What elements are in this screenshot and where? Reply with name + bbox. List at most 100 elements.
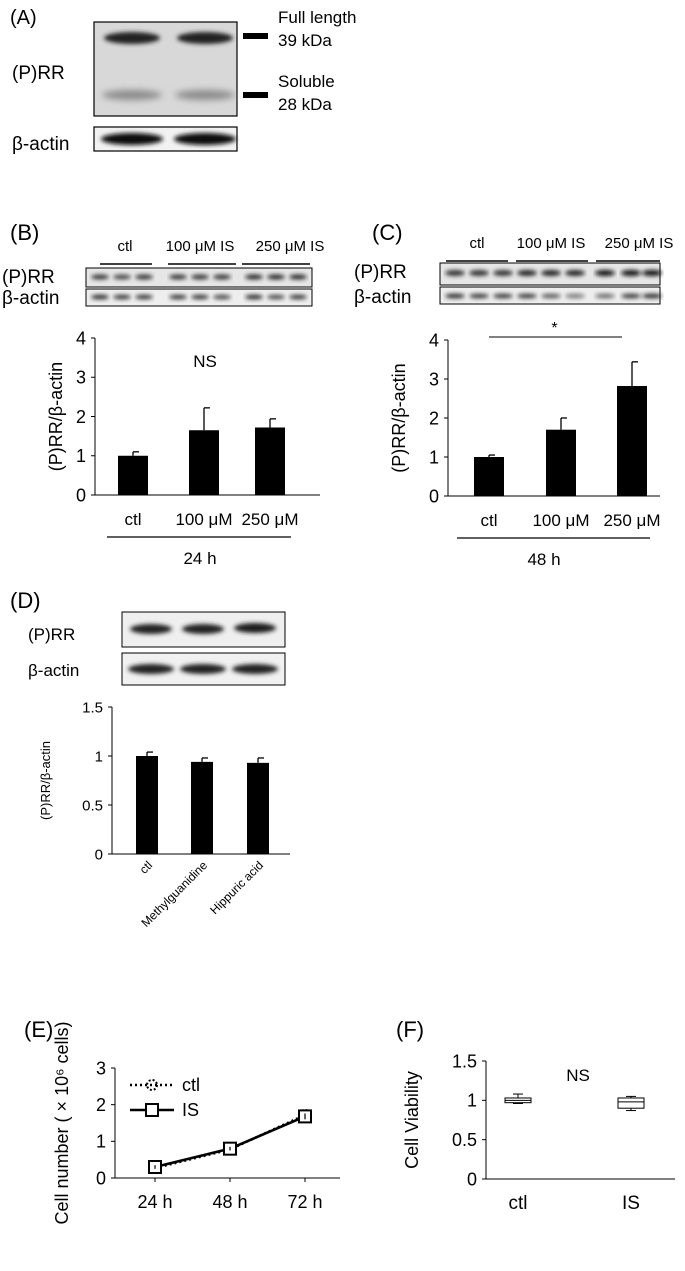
C-ytick-label: 4 bbox=[429, 330, 439, 350]
E-xtick-label: 24 h bbox=[137, 1192, 172, 1212]
F-category-label: ctl bbox=[509, 1193, 528, 1214]
D-ytick-label: 1.5 bbox=[82, 699, 103, 716]
blot-band bbox=[565, 293, 585, 299]
panel-c-letter: (C) bbox=[372, 220, 403, 245]
E-ytick-label: 3 bbox=[96, 1058, 106, 1078]
B-category-label: 100 μM bbox=[175, 510, 232, 529]
blot-band bbox=[541, 293, 561, 299]
marker-soluble bbox=[243, 92, 268, 98]
C-ytick-label: 1 bbox=[429, 447, 439, 467]
D-ytick-label: 0.5 bbox=[82, 797, 103, 814]
panel-b-actin-label: β-actin bbox=[2, 288, 59, 309]
panel-b-group-100: 100 μM IS bbox=[166, 238, 235, 255]
blot-band bbox=[621, 270, 641, 276]
E-legend-ctl-marker bbox=[146, 1079, 158, 1091]
blot-band bbox=[621, 293, 641, 299]
C-bar bbox=[617, 386, 647, 496]
blot-band bbox=[595, 270, 615, 276]
blot-band bbox=[445, 293, 465, 299]
B-category-label: 250 μM bbox=[241, 510, 298, 529]
B-ytick-label: 3 bbox=[76, 368, 86, 388]
B-category-label: ctl bbox=[125, 510, 142, 529]
marker-soluble-line1: Soluble bbox=[278, 72, 335, 91]
panel-c-group-250: 250 μM IS bbox=[605, 235, 674, 252]
blot-band bbox=[469, 293, 489, 299]
panel-b-group-250: 250 μM IS bbox=[256, 238, 325, 255]
chart-e: 0 1 2 3 Cell number ( × 10⁶ cells) 24 h 48 h 72… bbox=[52, 1022, 340, 1224]
blot-band bbox=[289, 294, 307, 300]
blot-band bbox=[565, 270, 585, 276]
marker-full-length bbox=[243, 33, 268, 39]
chart-b: 0 1 2 3 4 (P)RR/β-actin ctl 100 μM 250 μM bbox=[46, 328, 320, 529]
panel-b-prr-label: (P)RR bbox=[2, 267, 55, 288]
F-category-label: IS bbox=[622, 1193, 640, 1214]
C-bar bbox=[546, 429, 576, 496]
F-ytick-label: 0 bbox=[467, 1169, 477, 1189]
blot-band bbox=[135, 274, 153, 280]
blot-band bbox=[469, 270, 489, 276]
marker-full-line2: 39 kDa bbox=[278, 31, 332, 50]
blot-band bbox=[191, 274, 209, 280]
E-ytick-label: 1 bbox=[96, 1132, 106, 1152]
C-ytick-label: 2 bbox=[429, 408, 439, 428]
blot-band bbox=[113, 274, 131, 280]
blot-band bbox=[642, 270, 662, 276]
panel-d-prr-label: (P)RR bbox=[28, 625, 75, 644]
blot-band bbox=[595, 293, 615, 299]
panel-a-letter: (A) bbox=[10, 7, 37, 29]
blot-band bbox=[289, 274, 307, 280]
panel-b-group-ctl: ctl bbox=[118, 238, 133, 255]
blot-band bbox=[517, 270, 537, 276]
D-ytick-label: 0 bbox=[95, 846, 103, 863]
B-ytick-label: 1 bbox=[76, 446, 86, 466]
panel-d-actin-label: β-actin bbox=[28, 661, 79, 680]
panel-c-time: 48 h bbox=[527, 550, 560, 569]
F-box bbox=[617, 1097, 645, 1109]
B-ytick-label: 2 bbox=[76, 407, 86, 427]
panel-d-blot-prr bbox=[121, 611, 286, 648]
B-ytick-label: 4 bbox=[76, 328, 86, 348]
B-y-label: (P)RR/β-actin bbox=[46, 362, 66, 471]
panel-a-prr-label: (P)RR bbox=[12, 63, 65, 84]
panel-c-actin-label: β-actin bbox=[354, 287, 411, 308]
D-bar bbox=[136, 756, 158, 854]
C-bar bbox=[474, 457, 504, 496]
panel-a-blot-actin bbox=[93, 126, 238, 152]
C-category-label: ctl bbox=[481, 511, 498, 530]
chart-c: 0 1 2 3 4 (P)RR/β-actin ctl 100 μM 250 μM * bbox=[389, 320, 661, 530]
blot-band bbox=[213, 294, 231, 300]
panel-d-blot-actin bbox=[121, 652, 286, 686]
D-category-label: ctl bbox=[137, 858, 155, 876]
E-legend-ctl-label: ctl bbox=[182, 1075, 200, 1095]
chart-f: 0 0.5 1 1.5 Cell Viability ctl IS bbox=[402, 1051, 675, 1214]
E-xtick-label: 72 h bbox=[287, 1192, 322, 1212]
blot-band bbox=[642, 293, 662, 299]
C-significance-label: * bbox=[551, 320, 557, 337]
blot-band bbox=[169, 274, 187, 280]
D-y-label: (P)RR/β-actin bbox=[38, 741, 53, 820]
panel-d-letter: (D) bbox=[10, 588, 41, 613]
chart-d: 00.511.5(P)RR/β-actinctlMethylguanidineH… bbox=[38, 699, 290, 930]
panel-b-ns: NS bbox=[193, 352, 217, 371]
E-legend-is-marker bbox=[145, 1103, 159, 1117]
blot-band bbox=[267, 274, 285, 280]
panel-f-letter: (F) bbox=[396, 1017, 424, 1042]
F-ytick-label: 1.5 bbox=[452, 1051, 477, 1071]
C-ytick-label: 3 bbox=[429, 369, 439, 389]
blot-band bbox=[445, 270, 465, 276]
blot-band bbox=[517, 293, 537, 299]
C-y-label: (P)RR/β-actin bbox=[389, 363, 409, 472]
panel-f-ns: NS bbox=[566, 1066, 590, 1085]
E-legend-is-label: IS bbox=[182, 1100, 199, 1120]
panel-a-actin-label: β-actin bbox=[12, 134, 69, 155]
blot-band bbox=[245, 274, 263, 280]
C-ytick-label: 0 bbox=[429, 486, 439, 506]
blot-band bbox=[135, 294, 153, 300]
panel-a-blot-prr bbox=[93, 21, 238, 117]
B-bar bbox=[189, 430, 219, 495]
blot-band bbox=[91, 274, 109, 280]
E-series-ctl-line bbox=[154, 1113, 306, 1170]
B-ytick-label: 0 bbox=[76, 485, 86, 505]
blot-band bbox=[245, 294, 263, 300]
